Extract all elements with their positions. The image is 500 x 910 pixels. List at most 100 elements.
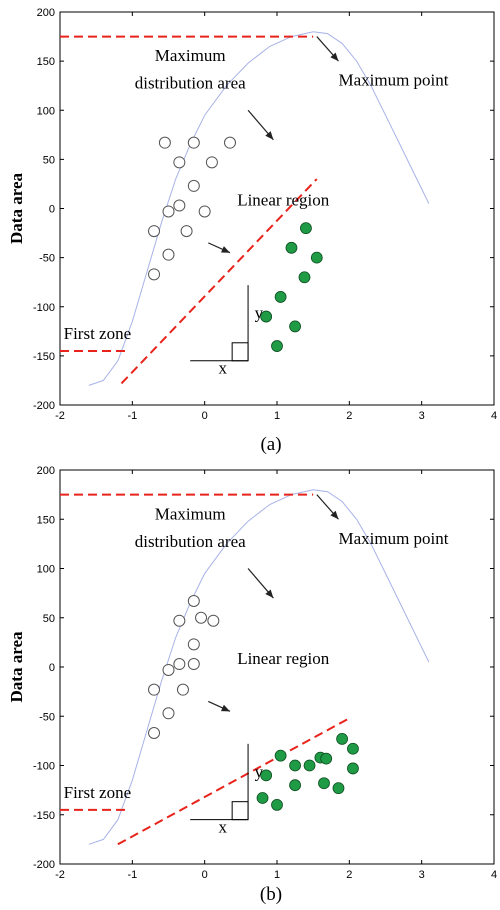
label-first-zone: First zone — [64, 783, 132, 802]
open-point — [187, 136, 200, 149]
open-point — [162, 663, 175, 676]
open-point — [148, 726, 161, 739]
label-linear-region: Linear region — [237, 649, 330, 668]
filled-point — [289, 779, 301, 792]
label-max-dist-line1: Maximum — [155, 46, 226, 65]
x-tick-label: -2 — [55, 869, 65, 881]
filled-point — [318, 777, 330, 790]
open-point — [148, 268, 161, 281]
y-tick-label: -100 — [33, 302, 55, 314]
label-x: x — [219, 359, 228, 378]
label-max-point: Maximum point — [338, 529, 448, 548]
open-point — [173, 199, 186, 212]
x-tick-label: 2 — [346, 410, 352, 422]
arrow-linear-region-head — [220, 246, 230, 253]
x-tick-label: 4 — [491, 410, 497, 422]
label-max-dist-line2: distribution area — [135, 532, 246, 551]
filled-point — [274, 291, 287, 303]
y-tick-label: -50 — [39, 711, 55, 723]
y-tick-label: 0 — [49, 204, 55, 216]
filled-point — [260, 310, 273, 323]
open-point — [187, 179, 200, 192]
open-point — [162, 205, 175, 218]
filled-point — [320, 752, 333, 765]
filled-point — [271, 340, 283, 352]
y-tick-label: 100 — [37, 564, 55, 576]
filled-point — [303, 759, 316, 772]
filled-point — [300, 222, 312, 235]
axes-marker-right-angle — [231, 801, 249, 821]
open-point — [187, 658, 200, 671]
chart-caption: (a) — [260, 434, 281, 455]
y-tick-label: -50 — [39, 253, 55, 265]
x-tick-label: 4 — [491, 869, 497, 881]
x-tick-label: 3 — [419, 869, 425, 881]
y-tick-label: 200 — [37, 465, 55, 477]
open-point — [198, 205, 211, 218]
open-point — [173, 156, 186, 169]
open-point — [176, 683, 189, 696]
distribution-curve — [88, 489, 430, 845]
open-point — [187, 595, 200, 608]
y-tick-label: -150 — [33, 810, 55, 822]
y-tick-label: 50 — [43, 154, 55, 166]
label-first-zone: First zone — [64, 324, 132, 343]
x-tick-label: 1 — [274, 410, 280, 422]
filled-point — [289, 759, 301, 772]
label-max-dist-line2: distribution area — [135, 74, 246, 93]
x-tick-label: 1 — [274, 869, 280, 881]
y-tick-label: 0 — [49, 662, 55, 674]
x-tick-label: 0 — [202, 410, 208, 422]
axes-marker-right-angle — [231, 342, 249, 362]
y-tick-label: 50 — [43, 613, 55, 625]
open-point — [205, 156, 218, 169]
open-point — [173, 614, 186, 627]
x-tick-label: -1 — [127, 410, 137, 422]
open-point — [173, 658, 186, 671]
label-y: y — [255, 304, 264, 323]
arrow-max-point-head — [330, 510, 339, 520]
y-tick-label: 150 — [37, 56, 55, 68]
distribution-curve — [88, 31, 430, 386]
y-tick-label: 100 — [37, 105, 55, 117]
open-point — [148, 683, 161, 696]
open-point — [148, 225, 161, 238]
x-tick-label: 0 — [202, 869, 208, 881]
y-tick-label: -200 — [33, 400, 55, 412]
y-axis-label: Data area — [7, 173, 26, 244]
label-max-point: Maximum point — [338, 71, 448, 90]
open-point — [207, 614, 220, 627]
arrow-dist-area-head — [265, 131, 274, 140]
label-max-dist-line1: Maximum — [155, 504, 226, 523]
filled-point — [256, 792, 269, 804]
chart-panel-b: -2 -1 0 1 2 3 4 -200 -150 -100 -50 0 50 100 150 200 Data… — [7, 465, 497, 905]
y-tick-label: 150 — [37, 514, 55, 526]
label-x: x — [219, 817, 228, 836]
filled-point — [336, 733, 349, 745]
filled-point — [285, 241, 298, 254]
y-tick-label: -150 — [33, 351, 55, 363]
open-point — [223, 136, 236, 149]
y-tick-label: -100 — [33, 761, 55, 773]
x-tick-label: 2 — [346, 869, 352, 881]
dashed-line-linear — [120, 178, 318, 385]
filled-point — [298, 271, 311, 284]
x-tick-label: -2 — [55, 410, 65, 422]
arrow-dist-area-head — [265, 589, 274, 599]
open-point — [162, 707, 175, 720]
y-tick-label: -200 — [33, 859, 55, 871]
y-axis-label: Data area — [7, 631, 26, 702]
filled-point — [289, 320, 301, 333]
open-point — [195, 611, 208, 624]
x-tick-label: -1 — [127, 869, 137, 881]
filled-point — [271, 799, 283, 811]
open-point — [187, 638, 200, 651]
chart-caption: (b) — [260, 884, 282, 905]
label-linear-region: Linear region — [237, 191, 330, 210]
open-point — [180, 225, 193, 238]
filled-point — [332, 782, 345, 795]
x-tick-label: 3 — [419, 410, 425, 422]
filled-point — [260, 769, 273, 782]
dashed-line-linear — [117, 717, 350, 846]
